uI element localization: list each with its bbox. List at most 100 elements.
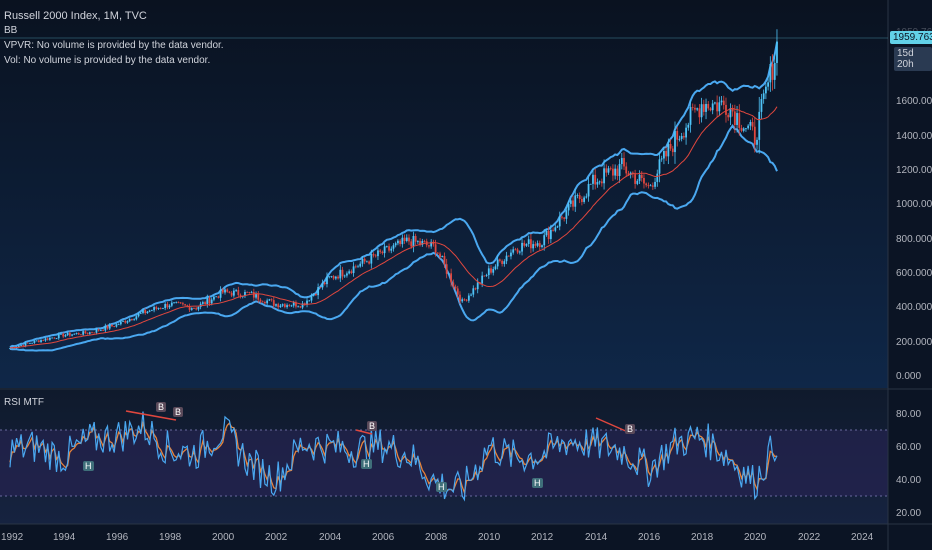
candle-body (346, 273, 348, 276)
candle-body (556, 226, 559, 228)
candle-body (501, 260, 503, 264)
price-tick: 1400.000 (896, 131, 932, 142)
candle-body (368, 261, 370, 264)
candle-body (563, 217, 566, 219)
candle-body (379, 250, 382, 252)
candle-body (725, 104, 727, 115)
candle-body (649, 185, 652, 187)
candle-body (618, 164, 621, 177)
candle-body (399, 240, 402, 245)
candle-body (487, 268, 490, 276)
candle-body (658, 159, 661, 174)
candle-body (159, 308, 162, 309)
candle-body (700, 104, 703, 118)
candle-body (350, 271, 353, 274)
candle-body (182, 303, 184, 305)
candle-body (248, 292, 251, 294)
candle-body (640, 174, 643, 178)
candle-body (252, 291, 255, 298)
candle-body (197, 307, 200, 310)
candle-body (168, 305, 171, 308)
candle-body (576, 195, 579, 196)
candle-body (625, 166, 628, 174)
candle-body (405, 237, 408, 241)
candle-body (55, 338, 58, 340)
price-tick: 200.000 (896, 337, 932, 348)
time-tick: 2016 (638, 532, 661, 543)
candle-body (33, 340, 36, 343)
candle-body (286, 305, 288, 308)
candle-body (660, 158, 663, 160)
candle-body (578, 195, 581, 199)
candle-body (733, 111, 736, 125)
candle-body (283, 304, 286, 308)
candle-body (153, 307, 155, 311)
candle-body (428, 245, 430, 247)
last-price-badge[interactable]: 1959.763 (890, 31, 932, 44)
rsi-fast-line (9, 411, 778, 502)
candle-body (310, 295, 313, 301)
candle-body (691, 107, 694, 108)
candle-body (561, 216, 563, 218)
candle-body (685, 127, 687, 138)
rsi-legend[interactable]: RSI MTF (4, 397, 44, 408)
candle-body (119, 321, 122, 325)
candle-body (745, 128, 747, 130)
candle-body (581, 198, 583, 202)
candle-body (731, 108, 734, 112)
bb-upper-line (9, 42, 778, 348)
candle-body (57, 334, 60, 339)
candle-body (709, 108, 712, 111)
bb-legend[interactable]: BB (4, 25, 18, 36)
candle-body (29, 343, 31, 344)
candle-body (221, 289, 224, 293)
candle-body (485, 275, 488, 276)
candle-body (201, 302, 204, 304)
candle-body (445, 264, 448, 274)
candle-body (179, 302, 182, 304)
candle-body (363, 258, 366, 262)
candle-body (37, 340, 40, 343)
candle-body (667, 143, 670, 157)
candle-body (718, 102, 721, 112)
candle-body (106, 326, 109, 329)
candle-body (751, 121, 754, 127)
candle-body (696, 108, 699, 110)
candle-body (22, 345, 25, 346)
candle-body (359, 263, 362, 267)
candle-body (536, 243, 539, 246)
candle-body (148, 310, 151, 312)
candle-body (326, 276, 328, 285)
price-tick: 1000.000 (896, 199, 932, 210)
candle-body (348, 271, 351, 274)
candle-body (507, 255, 510, 257)
candle-body (230, 292, 233, 296)
candle-body (767, 82, 769, 87)
candle-body (736, 113, 738, 125)
vpvr-legend[interactable]: VPVR: No volume is provided by the data … (4, 40, 224, 51)
candle-body (705, 103, 707, 112)
vol-legend[interactable]: Vol: No volume is provided by the data v… (4, 55, 211, 66)
candle-body (476, 282, 479, 290)
rsi-bullish-marker: H (83, 461, 94, 471)
candle-body (669, 143, 672, 149)
chart-title[interactable]: Russell 2000 Index, 1M, TVC (4, 10, 147, 22)
candle-body (436, 252, 439, 254)
candle-body (594, 174, 597, 185)
candle-body (113, 326, 116, 327)
candle-body (419, 241, 421, 245)
candle-body (117, 324, 120, 326)
candle-body (503, 261, 506, 264)
candle-body (521, 242, 523, 252)
candle-body (111, 324, 113, 327)
candle-body (93, 332, 96, 334)
time-tick: 1992 (1, 532, 24, 543)
candle-body (60, 333, 62, 335)
candle-body (565, 210, 568, 219)
candle-body (443, 256, 446, 265)
candle-body (195, 308, 198, 310)
candle-body (408, 237, 410, 242)
candle-body (334, 276, 337, 279)
candle-body (678, 138, 681, 140)
